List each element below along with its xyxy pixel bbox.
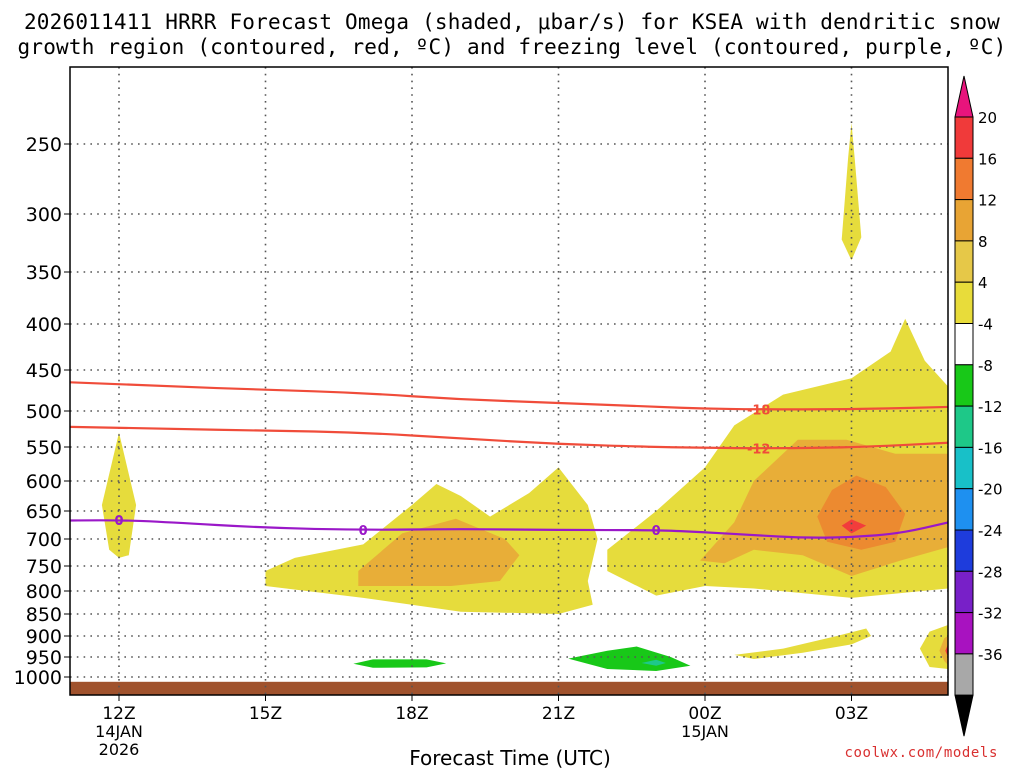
contour-line-0 — [70, 519, 948, 539]
colorbar-swatch-12 — [954, 612, 974, 655]
y-tick-label-900: 900 — [26, 626, 62, 648]
x-tick-label-00Z: 00Z — [688, 704, 721, 724]
colorbar-swatch-0 — [954, 116, 974, 159]
x-tick-date-00Z: 15JAN — [681, 722, 729, 741]
contour-label-0-1: 0 — [359, 524, 368, 539]
y-tick-label-350: 350 — [26, 262, 62, 284]
colorbar-swatch-13 — [954, 653, 974, 696]
x-tick-label-15Z: 15Z — [249, 704, 282, 724]
omega-region-w4-7 — [841, 123, 862, 261]
y-tick-label-650: 650 — [26, 501, 62, 523]
contour-line--12 — [70, 425, 948, 450]
omega-region-w4-8 — [734, 628, 871, 659]
colorbar-label--20: -20 — [978, 481, 1003, 499]
y-tick-label-600: 600 — [26, 471, 62, 493]
contour-label--12-0: -12 — [747, 442, 771, 457]
x-tick-label-21Z: 21Z — [542, 704, 575, 724]
colorbar-swatch-7 — [954, 405, 974, 448]
colorbar-swatch-6 — [954, 364, 974, 407]
contour-line--18 — [70, 381, 948, 411]
y-tick-label-250: 250 — [26, 134, 62, 156]
y-tick-label-450: 450 — [26, 360, 62, 382]
x-tick-year-12Z: 2026 — [99, 740, 140, 759]
colorbar-label--8: -8 — [978, 357, 993, 375]
omega-region-w8-10 — [939, 636, 948, 665]
omega-region-neg8-14 — [641, 659, 666, 666]
y-axis-ticks: 2503003504004505005506006507007508008509… — [14, 134, 70, 689]
colorbar-label-4: 4 — [978, 274, 988, 292]
colorbar-swatch-1 — [954, 157, 974, 201]
colorbar-top-arrow — [954, 75, 974, 118]
contour-label-0-2: 0 — [652, 524, 661, 539]
colorbar-swatch-11 — [954, 570, 974, 614]
colorbar-label--36: -36 — [978, 646, 1003, 664]
contour-lines: -18 -12 0 0 0 — [70, 381, 948, 539]
x-tick-label-12Z: 12Z — [102, 704, 135, 724]
omega-region-neg4-13 — [568, 646, 691, 671]
site-credit: coolwx.com/models — [844, 745, 998, 761]
x-axis-label: Forecast Time (UTC) — [409, 746, 611, 768]
colorbar-label--24: -24 — [978, 522, 1003, 540]
colorbar-swatch-3 — [954, 240, 974, 283]
x-tick-label-18Z: 18Z — [395, 704, 428, 724]
y-tick-label-1000: 1000 — [14, 667, 62, 689]
colorbar-swatch-5 — [954, 323, 974, 366]
colorbar-swatch-2 — [954, 199, 974, 242]
omega-region-w12-5 — [817, 475, 906, 550]
y-tick-label-800: 800 — [26, 581, 62, 603]
omega-shading — [101, 123, 948, 671]
y-tick-label-750: 750 — [26, 556, 62, 578]
colorbar-label--12: -12 — [978, 398, 1003, 416]
omega-region-w4-0 — [101, 432, 137, 558]
colorbar-label-8: 8 — [978, 233, 988, 251]
plot-frame-rect — [69, 66, 949, 696]
y-tick-label-300: 300 — [26, 204, 62, 226]
colorbar-swatch-8 — [954, 446, 974, 490]
colorbar-label-12: 12 — [978, 192, 997, 210]
colorbar-swatch-10 — [954, 529, 974, 572]
colorbar-label-20: 20 — [978, 109, 997, 127]
colorbar-bottom-arrow — [954, 694, 974, 737]
colorbar-label-16: 16 — [978, 150, 997, 168]
colorbar: 20 16 12 8 4 -4 -8 -12 -16 -20 -24 -28 -32 -36 — [954, 75, 1003, 737]
colorbar-swatch-9 — [954, 488, 974, 531]
contour-label-0-0: 0 — [114, 514, 123, 529]
plot-frame — [69, 66, 949, 696]
colorbar-swatch-4 — [954, 281, 974, 325]
omega-region-w20-6 — [841, 519, 867, 534]
y-tick-label-950: 950 — [26, 647, 62, 669]
colorbar-label--16: -16 — [978, 439, 1003, 457]
colorbar-label--32: -32 — [978, 605, 1003, 623]
ground-layer — [70, 681, 948, 695]
colorbar-label--4: -4 — [978, 316, 993, 334]
contour-label--18-0: -18 — [747, 403, 771, 418]
colorbar-label--28: -28 — [978, 563, 1003, 581]
y-tick-label-550: 550 — [26, 437, 62, 459]
x-tick-date-12Z: 14JAN — [95, 722, 143, 741]
y-tick-label-500: 500 — [26, 401, 62, 423]
omega-region-neg4-12 — [353, 659, 447, 668]
y-tick-label-400: 400 — [26, 314, 62, 336]
y-tick-label-700: 700 — [26, 529, 62, 551]
omega-region-w8-2 — [358, 518, 520, 586]
ground-strip — [70, 681, 948, 695]
grid-lines — [70, 67, 948, 695]
chart-title-line-2: growth region (contoured, red, ºC) and f… — [17, 35, 1007, 59]
chart-title-line-1: 2026011411 HRRR Forecast Omega (shaded, … — [23, 10, 1001, 34]
x-tick-label-03Z: 03Z — [835, 704, 868, 724]
y-tick-label-850: 850 — [26, 604, 62, 626]
